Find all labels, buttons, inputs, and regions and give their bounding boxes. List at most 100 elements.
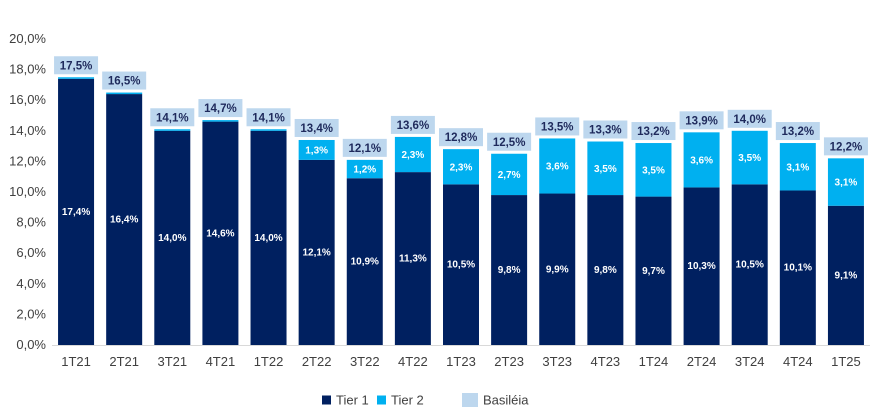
tier2-value-label: 3,6% <box>546 161 569 172</box>
tier1-bar <box>779 190 816 345</box>
x-tick-label: 1T23 <box>446 354 476 369</box>
basileia-total-label: 13,9% <box>685 115 718 127</box>
tier1-value-label: 9,7% <box>642 266 665 277</box>
y-tick-label: 6,0% <box>16 245 46 260</box>
x-tick-label: 1T22 <box>254 354 284 369</box>
legend-label-t1: Tier 1 <box>336 393 369 408</box>
basileia-total-label: 14,1% <box>156 112 189 124</box>
tier1-bar <box>346 178 383 345</box>
legend-swatch-basileia <box>462 393 478 407</box>
tier2-value-label: 3,5% <box>642 165 665 176</box>
basileia-total-box <box>150 108 195 127</box>
basileia-total-label: 17,5% <box>60 60 93 72</box>
basileia-total-label: 13,3% <box>589 125 622 137</box>
y-tick-label: 18,0% <box>9 62 46 77</box>
bars: 17,4% 17,5% 16,4% 16,5% 14,0% 14,1% 14,6% 14,7%… <box>54 56 868 346</box>
tier2-bar <box>491 153 528 196</box>
tier1-bar <box>587 195 624 345</box>
tier1-value-label: 9,1% <box>835 270 858 281</box>
x-tick-label: 2T21 <box>109 354 139 369</box>
basileia-total-label: 12,5% <box>493 137 526 149</box>
tier1-value-label: 10,9% <box>351 257 379 268</box>
x-tick-label: 4T24 <box>783 354 813 369</box>
basileia-total-label: 12,1% <box>348 143 381 155</box>
tier2-value-label: 1,3% <box>305 145 328 156</box>
tier1-value-label: 17,4% <box>62 207 90 218</box>
tier1-value-label: 14,0% <box>158 233 186 244</box>
tier1-value-label: 12,1% <box>302 247 330 258</box>
basileia-total-box <box>535 117 580 136</box>
y-tick-label: 12,0% <box>9 153 46 168</box>
tier1-bar <box>250 130 287 345</box>
y-tick-label: 16,0% <box>9 92 46 107</box>
basileia-total-label: 12,8% <box>445 132 478 144</box>
tier2-bar <box>58 77 95 79</box>
tier1-bar <box>443 184 479 345</box>
x-tick-label: 4T22 <box>398 354 428 369</box>
x-tick-label: 3T21 <box>157 354 187 369</box>
basileia-total-label: 14,7% <box>204 103 237 115</box>
tier2-value-label: 3,5% <box>738 153 761 164</box>
basileia-total-box <box>246 108 291 127</box>
basileia-total-box <box>823 137 868 156</box>
tier1-bar <box>394 172 431 345</box>
basileia-total-box <box>439 128 483 147</box>
y-axis: 0,0% 2,0% 4,0% 6,0% 8,0% 10,0% 12,0% 14,0% 16,0%… <box>9 31 870 352</box>
tier2-value-label: 3,1% <box>786 162 809 173</box>
basileia-total-box <box>102 71 147 90</box>
tier2-bar <box>202 120 239 122</box>
tier2-value-label: 3,5% <box>594 164 617 175</box>
y-tick-label: 0,0% <box>16 337 46 352</box>
tier2-bar <box>394 136 431 173</box>
legend-label-basileia: Basiléia <box>483 393 529 408</box>
basileia-total-box <box>727 109 772 128</box>
tier2-bar <box>779 143 816 191</box>
tier2-bar <box>154 129 191 131</box>
tier1-value-label: 14,0% <box>254 233 282 244</box>
x-tick-label: 2T24 <box>687 354 717 369</box>
tier1-value-label: 11,3% <box>399 254 427 265</box>
tier1-bar <box>154 130 191 345</box>
x-tick-label: 1T24 <box>639 354 669 369</box>
tier2-bar <box>731 130 768 185</box>
tier1-value-label: 10,3% <box>687 261 715 272</box>
tier1-bar <box>491 195 528 345</box>
x-tick-label: 3T24 <box>735 354 765 369</box>
basileia-total-label: 12,2% <box>830 141 863 153</box>
legend-swatch-t1 <box>322 395 331 405</box>
tier2-bar <box>683 132 720 188</box>
x-tick-label: 1T25 <box>831 354 861 369</box>
basileia-total-box <box>583 120 628 139</box>
y-tick-label: 20,0% <box>9 31 46 46</box>
tier2-bar <box>587 141 624 196</box>
basileia-total-label: 14,0% <box>733 114 766 126</box>
legend: Tier 1 Tier 2 Basiléia <box>322 393 529 408</box>
basileia-total-label: 13,2% <box>782 126 815 138</box>
x-tick-label: 4T23 <box>591 354 621 369</box>
tier2-value-label: 2,3% <box>401 150 424 161</box>
tier1-value-label: 9,9% <box>546 264 569 275</box>
y-tick-label: 10,0% <box>9 184 46 199</box>
tier2-bar <box>539 138 576 194</box>
tier1-value-label: 10,5% <box>736 260 764 271</box>
basileia-total-box <box>390 115 435 134</box>
tier1-value-label: 10,5% <box>447 260 475 271</box>
y-tick-label: 2,0% <box>16 306 46 321</box>
basileia-total-label: 16,5% <box>108 76 141 88</box>
x-tick-label: 2T23 <box>494 354 524 369</box>
tier1-bar <box>58 78 95 345</box>
x-tick-label: 1T21 <box>61 354 91 369</box>
tier1-bar <box>827 205 864 345</box>
tier1-bar <box>106 94 143 345</box>
y-tick-label: 14,0% <box>9 123 46 138</box>
tier2-bar <box>298 139 335 160</box>
tier2-value-label: 3,6% <box>690 155 713 166</box>
x-tick-label: 4T21 <box>206 354 236 369</box>
basileia-total-box <box>342 138 387 157</box>
x-tick-label: 2T22 <box>302 354 332 369</box>
basileia-total-box <box>487 132 532 151</box>
tier2-value-label: 2,7% <box>498 170 521 181</box>
tier1-bar <box>635 196 672 345</box>
tier1-bar <box>298 159 335 345</box>
tier1-bar <box>539 193 576 345</box>
